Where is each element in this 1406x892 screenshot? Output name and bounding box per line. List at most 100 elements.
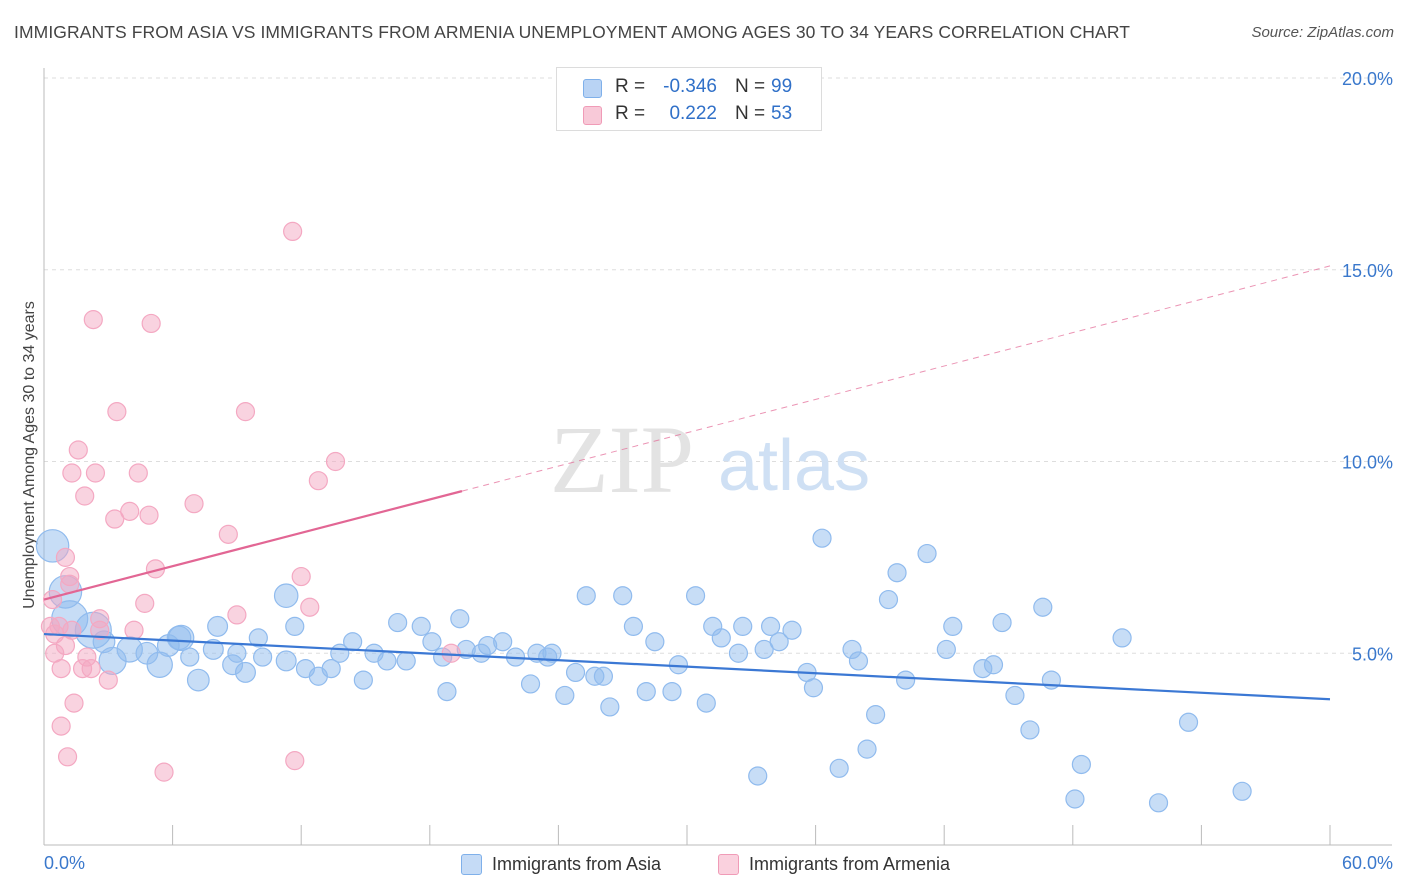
asia-point bbox=[662, 681, 682, 702]
armenia-point bbox=[51, 658, 71, 679]
asia-point bbox=[1112, 628, 1132, 648]
asia-point bbox=[943, 616, 963, 637]
asia-point bbox=[733, 616, 753, 637]
watermark-zip: ZIP bbox=[550, 406, 694, 513]
armenia-trend-line-extension bbox=[461, 265, 1331, 492]
armenia-point bbox=[154, 762, 174, 782]
asia-point bbox=[207, 615, 229, 637]
asia-stat-swatch bbox=[583, 79, 602, 98]
legend-label: Immigrants from Asia bbox=[492, 854, 662, 874]
asia-point bbox=[760, 616, 781, 637]
tick-labels: 5.0% 10.0% 15.0% 20.0% 0.0% 60.0% bbox=[44, 69, 1393, 873]
asia-point bbox=[186, 668, 210, 692]
asia-point bbox=[275, 650, 297, 672]
asia-point bbox=[353, 670, 373, 690]
asia-point bbox=[992, 612, 1012, 633]
asia-point bbox=[422, 632, 442, 652]
armenia-point bbox=[105, 509, 125, 529]
asia-point bbox=[896, 670, 916, 690]
asia-point bbox=[887, 563, 907, 583]
asia-point bbox=[613, 586, 633, 606]
asia-point bbox=[696, 693, 716, 713]
r-value: -0.346 bbox=[663, 76, 717, 97]
asia-point bbox=[167, 624, 195, 652]
y-tick-label: 10.0% bbox=[1342, 453, 1393, 473]
armenia-point bbox=[235, 402, 256, 422]
asia-point bbox=[202, 638, 224, 660]
armenia-point bbox=[285, 751, 305, 771]
asia-point bbox=[227, 643, 247, 663]
asia-point bbox=[253, 647, 273, 667]
asia-point bbox=[1065, 789, 1085, 809]
y-tick-label: 5.0% bbox=[1352, 644, 1393, 664]
asia-point bbox=[1020, 720, 1040, 740]
asia-point bbox=[411, 616, 431, 637]
watermark-atlas: atlas bbox=[718, 426, 870, 506]
legend-item-asia[interactable]: Immigrants from Asia bbox=[461, 853, 701, 877]
armenia-point bbox=[57, 747, 78, 767]
asia-point bbox=[396, 651, 416, 671]
asia-point bbox=[285, 616, 305, 637]
asia-point bbox=[493, 632, 513, 652]
data-points bbox=[35, 221, 1252, 813]
armenia-point bbox=[75, 486, 95, 506]
asia-point bbox=[711, 628, 731, 648]
asia-point bbox=[388, 612, 408, 633]
asia-point bbox=[450, 609, 470, 629]
asia-point bbox=[803, 678, 824, 698]
asia-point bbox=[936, 639, 956, 660]
asia-point bbox=[180, 647, 200, 667]
asia-point bbox=[685, 586, 706, 606]
asia-legend-swatch bbox=[461, 854, 482, 875]
armenia-point bbox=[90, 609, 110, 629]
asia-point bbox=[1033, 597, 1053, 617]
armenia-point bbox=[441, 643, 461, 663]
asia-point bbox=[917, 543, 937, 564]
axes bbox=[43, 68, 1392, 846]
armenia-point bbox=[184, 494, 204, 514]
armenia-point bbox=[308, 471, 328, 491]
asia-point bbox=[829, 758, 849, 778]
asia-point bbox=[343, 632, 363, 652]
asia-point bbox=[1178, 712, 1199, 732]
asia-point bbox=[273, 583, 299, 609]
asia-point bbox=[728, 643, 749, 663]
y-tick-label: 15.0% bbox=[1342, 261, 1393, 281]
asia-point bbox=[555, 685, 575, 706]
armenia-stat-swatch bbox=[583, 106, 602, 125]
x-tick-label: 0.0% bbox=[44, 853, 85, 873]
asia-point bbox=[600, 697, 620, 717]
armenia-point bbox=[64, 693, 84, 713]
armenia-point bbox=[325, 451, 346, 472]
stat-row-asia: R = -0.346 N = 99 bbox=[557, 76, 821, 102]
armenia-point bbox=[124, 620, 144, 640]
asia-point bbox=[748, 766, 768, 786]
legend-label: Immigrants from Armenia bbox=[749, 854, 951, 874]
n-value: 53 bbox=[771, 103, 793, 124]
armenia-trend-line bbox=[43, 490, 463, 601]
armenia-point bbox=[283, 221, 303, 241]
asia-point bbox=[668, 655, 689, 675]
y-tick-label: 20.0% bbox=[1342, 69, 1393, 89]
asia-point bbox=[636, 681, 656, 702]
armenia-point bbox=[83, 310, 103, 330]
armenia-point bbox=[128, 463, 148, 483]
asia-point bbox=[1071, 754, 1091, 775]
asia-point bbox=[769, 632, 789, 652]
n-label: N = bbox=[735, 76, 766, 97]
armenia-point bbox=[300, 597, 320, 617]
n-value: 99 bbox=[771, 76, 793, 97]
asia-point bbox=[576, 586, 596, 606]
armenia-point bbox=[135, 593, 155, 613]
n-label: N = bbox=[735, 103, 766, 124]
asia-point bbox=[542, 643, 562, 663]
correlation-stats-box: R = -0.346 N = 99 R = 0.222 N = 53 bbox=[556, 67, 822, 131]
armenia-point bbox=[81, 658, 101, 679]
armenia-point bbox=[227, 605, 247, 625]
asia-point bbox=[1005, 685, 1025, 706]
asia-point bbox=[983, 655, 1004, 675]
trend-lines bbox=[43, 265, 1331, 701]
legend-item-armenia[interactable]: Immigrants from Armenia bbox=[718, 853, 988, 877]
armenia-point bbox=[218, 524, 238, 544]
